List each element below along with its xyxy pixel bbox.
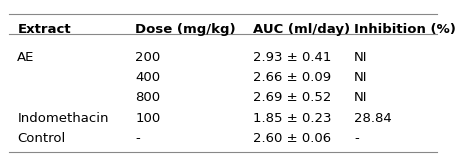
Text: AUC (ml/day): AUC (ml/day) [254, 23, 351, 36]
Text: Indomethacin: Indomethacin [17, 112, 109, 125]
Text: -: - [354, 132, 359, 145]
Text: NI: NI [354, 91, 367, 104]
Text: 2.60 ± 0.06: 2.60 ± 0.06 [254, 132, 331, 145]
Text: Dose (mg/kg): Dose (mg/kg) [136, 23, 236, 36]
Text: 2.93 ± 0.41: 2.93 ± 0.41 [254, 51, 332, 64]
Text: NI: NI [354, 51, 367, 64]
Text: Control: Control [17, 132, 65, 145]
Text: 800: 800 [136, 91, 161, 104]
Text: NI: NI [354, 71, 367, 84]
Text: 28.84: 28.84 [354, 112, 392, 125]
Text: 400: 400 [136, 71, 161, 84]
Text: Extract: Extract [17, 23, 71, 36]
Text: 2.69 ± 0.52: 2.69 ± 0.52 [254, 91, 332, 104]
Text: 1.85 ± 0.23: 1.85 ± 0.23 [254, 112, 332, 125]
Text: 2.66 ± 0.09: 2.66 ± 0.09 [254, 71, 331, 84]
Text: 100: 100 [136, 112, 161, 125]
Text: -: - [136, 132, 140, 145]
Text: AE: AE [17, 51, 35, 64]
Text: Inhibition (%): Inhibition (%) [354, 23, 456, 36]
Text: 200: 200 [136, 51, 161, 64]
